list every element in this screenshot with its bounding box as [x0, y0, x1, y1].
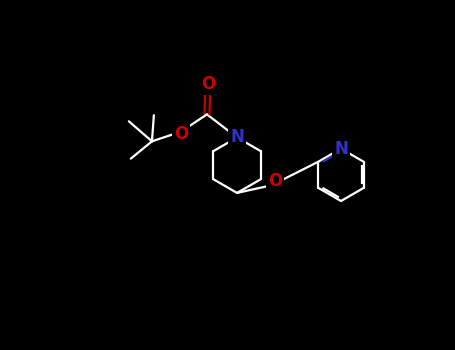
- Text: N: N: [334, 140, 348, 158]
- Text: O: O: [268, 172, 282, 190]
- Text: N: N: [230, 128, 244, 147]
- Text: O: O: [174, 125, 188, 143]
- Text: O: O: [201, 75, 215, 93]
